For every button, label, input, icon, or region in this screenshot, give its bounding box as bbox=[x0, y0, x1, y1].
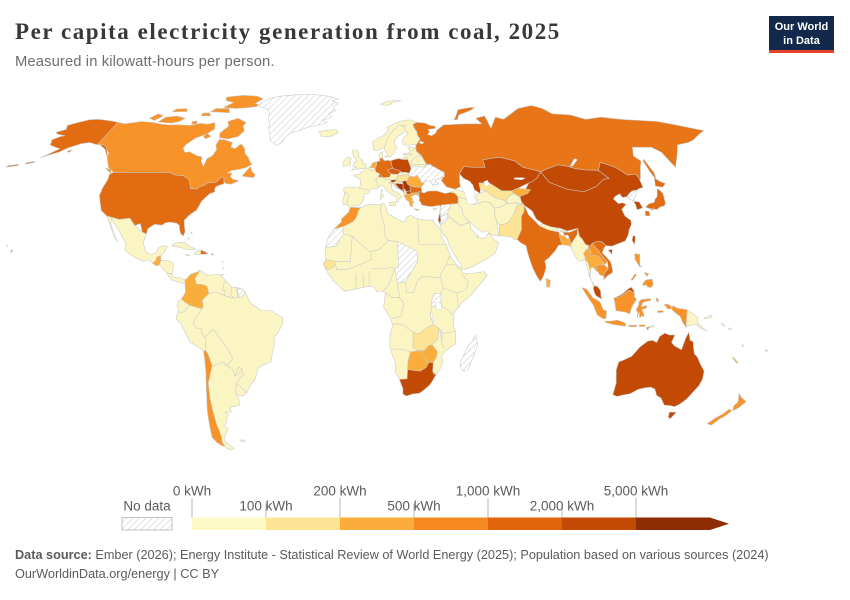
svg-text:0 kWh: 0 kWh bbox=[173, 484, 211, 499]
svg-text:100 kWh: 100 kWh bbox=[239, 499, 292, 514]
svg-text:2,000 kWh: 2,000 kWh bbox=[530, 499, 595, 514]
svg-text:5,000 kWh: 5,000 kWh bbox=[604, 484, 669, 499]
svg-text:200 kWh: 200 kWh bbox=[313, 484, 366, 499]
svg-text:1,000 kWh: 1,000 kWh bbox=[456, 484, 521, 499]
svg-text:No data: No data bbox=[123, 499, 171, 514]
svg-text:500 kWh: 500 kWh bbox=[387, 499, 440, 514]
